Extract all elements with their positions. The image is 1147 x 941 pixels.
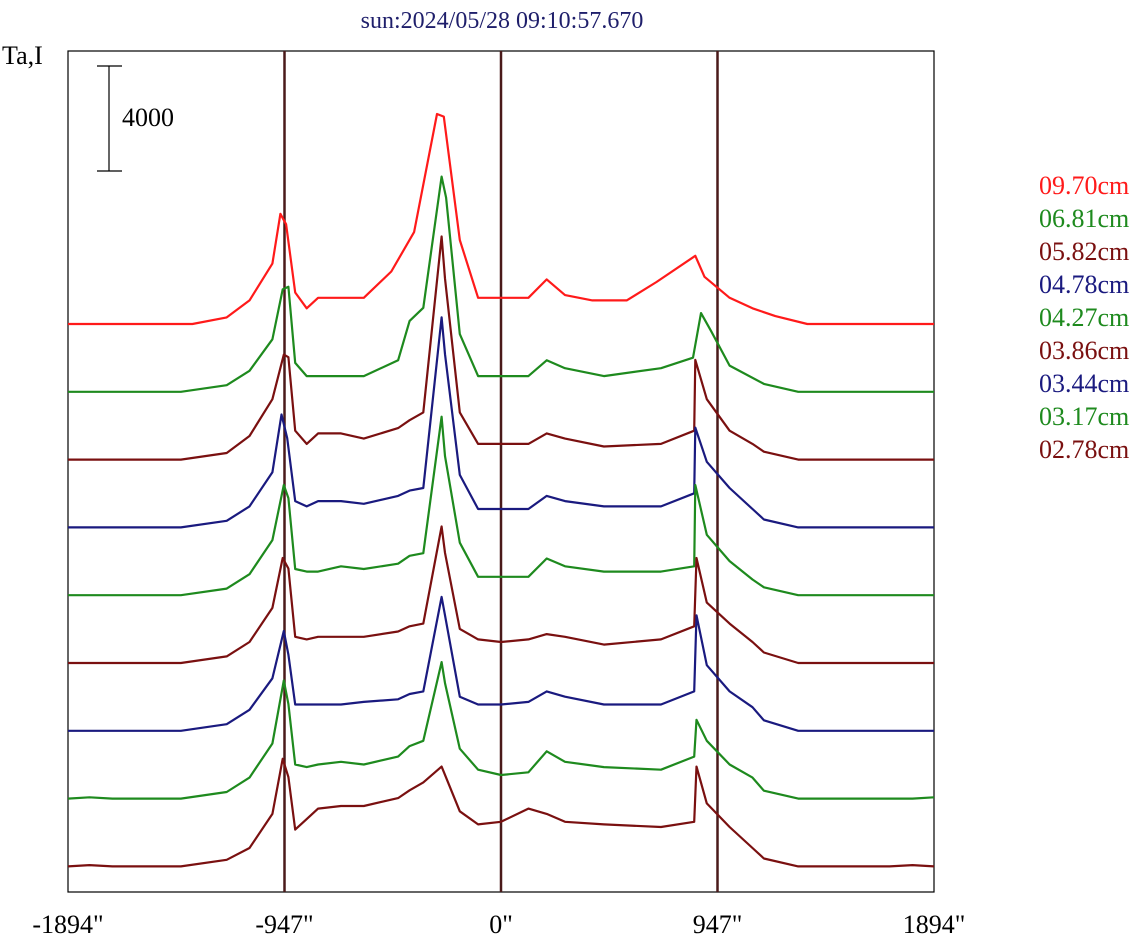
legend-entry-0: 09.70cm (1039, 171, 1129, 200)
legend-entry-4: 04.27cm (1039, 303, 1129, 332)
scale-bar: 4000 (97, 65, 174, 172)
series-line-1 (68, 175, 934, 393)
legend-entry-6: 03.44cm (1039, 369, 1129, 398)
series-line-2 (68, 235, 934, 461)
legend-entry-1: 06.81cm (1039, 204, 1129, 233)
chart-title: sun:2024/05/28 09:10:57.670 (361, 8, 644, 34)
series-line-0 (68, 112, 934, 326)
x-tick-label-3: 947" (693, 910, 743, 939)
legend-entry-2: 05.82cm (1039, 237, 1129, 266)
series-line-3 (68, 316, 934, 529)
legend-entry-3: 04.78cm (1039, 270, 1129, 299)
series-line-6 (68, 595, 934, 732)
series-line-5 (68, 525, 934, 665)
series-line-7 (67, 661, 935, 800)
reference-lines (283, 51, 719, 892)
series-line-4 (68, 415, 934, 597)
x-tick-label-4: 1894" (903, 910, 966, 939)
x-tick-label-1: -947" (255, 910, 313, 939)
legend-entry-7: 03.17cm (1039, 402, 1129, 431)
series-line-8 (67, 757, 935, 868)
x-tick-label-0: -1894" (32, 910, 103, 939)
legend: 09.70cm 06.81cm 05.82cm 04.78cm 04.27cm 03.86… (1039, 171, 1129, 464)
scale-bar-label: 4000 (122, 103, 174, 132)
y-axis-label: Ta,I (2, 41, 43, 70)
x-tick-labels: -1894" -947" 0" 947" 1894" (32, 910, 965, 939)
series-lines (67, 112, 935, 868)
x-tick-label-2: 0" (489, 910, 513, 939)
legend-entry-8: 02.78cm (1039, 435, 1129, 464)
legend-entry-5: 03.86cm (1039, 336, 1129, 365)
